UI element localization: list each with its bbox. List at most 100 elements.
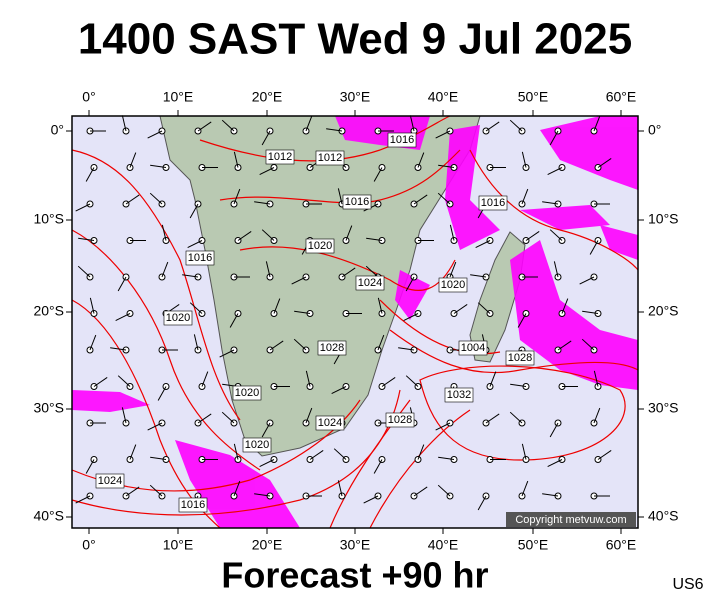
isobar-label: 1004 (461, 342, 485, 354)
wind-barb (435, 130, 451, 139)
isobar-label: 1028 (388, 414, 412, 426)
wind-barb (521, 151, 527, 168)
isobar-labels: 1012 1012 1016 1016 1016 1016 1020 1024 1020 1020… (95, 132, 535, 513)
isobar-label: 1016 (181, 499, 205, 511)
wind-barb (509, 119, 523, 132)
isobar-label: 1016 (390, 134, 414, 146)
wind-barb (542, 493, 559, 497)
wind-barb (413, 486, 428, 497)
wind-barb (437, 484, 451, 497)
wind-barb (549, 422, 559, 438)
wind-barb (521, 480, 529, 497)
wind-barb (149, 192, 163, 205)
wind-barb (110, 347, 127, 351)
wind-barb (273, 298, 281, 314)
wind-barb (373, 167, 383, 182)
lon-label-top: 20°E (252, 89, 283, 105)
isobar-label: 1028 (508, 352, 532, 364)
wind-barb (485, 413, 500, 424)
wind-barb (417, 444, 425, 460)
wind-barb (413, 194, 428, 205)
isobar-label: 1024 (318, 417, 342, 429)
wind-barb (221, 119, 235, 132)
product-code: US6 (672, 576, 703, 593)
isobar-label: 1016 (345, 196, 369, 208)
wind-barb (593, 407, 601, 424)
wind-barb (259, 459, 275, 468)
wind-barb (305, 115, 313, 132)
wind-barb (115, 313, 131, 322)
wind-barb (197, 121, 212, 132)
wind-barb (219, 349, 235, 358)
isobar-label: 1028 (320, 342, 344, 354)
lon-label-top: 0° (82, 89, 95, 105)
wind-barb (331, 386, 347, 395)
wind-barb (187, 240, 203, 249)
wind-barb (150, 456, 167, 460)
isobar-label: 1032 (447, 389, 471, 401)
wind-barb (547, 167, 563, 176)
isobar-label-bg (317, 340, 347, 356)
wind-barb (149, 484, 163, 497)
wind-barb (597, 158, 612, 168)
wind-barb (437, 192, 451, 205)
wind-barb (438, 456, 455, 460)
wind-barb (377, 334, 385, 351)
wind-barb (129, 152, 137, 168)
lon-label-top: 50°E (518, 89, 549, 105)
wind-barb (337, 480, 343, 497)
lon-label-bottom: 40°E (428, 537, 459, 553)
wind-barb (265, 261, 271, 278)
isobar-label-bg (342, 194, 372, 210)
wind-barb (254, 201, 271, 205)
isobar-label: 1020 (235, 387, 259, 399)
lat-label-left: 0° (51, 122, 64, 138)
wind-barb (121, 407, 127, 424)
wind-barb (229, 313, 239, 328)
lon-label-bottom: 10°E (163, 537, 194, 553)
wind-barb (201, 371, 209, 387)
wind-barb (409, 115, 415, 132)
wind-barb (405, 276, 415, 292)
wind-barb (161, 224, 167, 241)
lon-label-top: 30°E (340, 89, 371, 105)
isobar-label: 1020 (308, 240, 332, 252)
wind-barb (377, 297, 383, 314)
wind-barb (521, 188, 529, 205)
lon-label-top: 60°E (606, 89, 637, 105)
lat-label-right: 0° (648, 122, 661, 138)
wind-barb (510, 383, 527, 387)
isobar-label-bg (95, 473, 125, 489)
wind-barb (453, 304, 468, 314)
isobar-label-bg (305, 238, 335, 254)
wind-barb (517, 313, 527, 328)
wind-barb (121, 115, 127, 132)
lon-label-top: 10°E (163, 89, 194, 105)
lat-label-right: 40°S (648, 508, 679, 524)
lat-label-left: 10°S (33, 211, 64, 227)
wind-barb (197, 413, 212, 424)
wind-barb (398, 347, 415, 351)
wind-barb (557, 340, 572, 351)
wind-barb (489, 371, 497, 387)
wind-barb (291, 276, 307, 285)
wind-barb (85, 167, 95, 182)
isobar-label-bg (478, 195, 508, 211)
wind-barb (261, 422, 271, 438)
wind-barb (449, 224, 455, 241)
isobar-label: 1024 (358, 277, 382, 289)
wind-barb (477, 302, 491, 314)
wind-barb (85, 459, 95, 474)
wind-barb (294, 310, 311, 314)
lon-label-bottom: 0° (82, 537, 95, 553)
wind-barb (189, 203, 199, 219)
wind-barb (75, 495, 91, 504)
wind-barb (485, 121, 500, 132)
isobar-label-bg (387, 132, 417, 148)
wind-barb (125, 194, 140, 205)
wind-barb (449, 261, 457, 278)
wind-barb (381, 377, 396, 387)
title: 1400 SAST Wed 9 Jul 2025 (78, 15, 632, 64)
wind-barb (269, 340, 284, 351)
isobar-label-bg (163, 310, 193, 326)
